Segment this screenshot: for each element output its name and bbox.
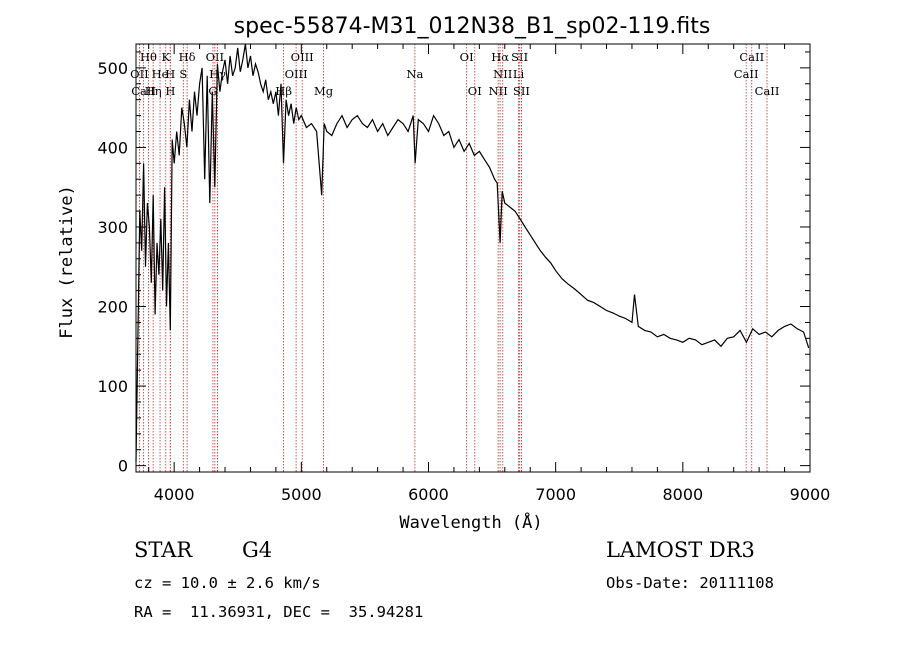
x-tick-label-5: 9000 <box>790 485 831 504</box>
line-marker-label-6: Hα <box>491 50 509 64</box>
line-marker-label-12: S <box>179 67 187 81</box>
line-marker-label-14: OIII <box>285 67 308 81</box>
x-tick-label-3: 7000 <box>535 485 576 504</box>
obs-date-text: Obs-Date: 20111108 <box>606 574 774 592</box>
line-marker-label-10: He <box>152 67 169 81</box>
y-tick-label-2: 200 <box>97 298 128 317</box>
line-marker-label-3: OII <box>206 50 225 64</box>
x-tick-label-0: 4000 <box>154 485 195 504</box>
y-tick-label-3: 300 <box>97 218 128 237</box>
y-tick-label-4: 400 <box>97 138 128 157</box>
line-marker-label-17: Li <box>513 67 525 81</box>
line-marker-label-27: SII <box>513 84 530 98</box>
y-axis-label: Flux (relative) <box>57 185 77 339</box>
object-type: STAR <box>134 538 193 562</box>
line-marker-label-8: CaII <box>739 50 764 64</box>
line-marker-label-2: Hδ <box>179 50 196 64</box>
line-marker-label-15: Na <box>406 67 423 81</box>
chart-title: spec-55874-M31_012N38_B1_sp02-119.fits <box>234 14 711 39</box>
line-marker-label-1: K <box>161 50 170 64</box>
line-marker-label-24: Mg <box>314 84 334 98</box>
line-marker-label-4: OIII <box>291 50 314 64</box>
line-marker-label-21: H <box>165 84 175 98</box>
x-tick-label-4: 8000 <box>662 485 703 504</box>
line-marker-label-18: CaII <box>734 67 759 81</box>
y-tick-label-5: 500 <box>97 59 128 78</box>
survey-name: LAMOST DR3 <box>606 538 755 562</box>
axis-ticks: 4000 5000 6000 7000 8000 9000 0 100 200 300 400 500 <box>97 44 830 504</box>
spectrum-series-line <box>135 43 810 462</box>
coordinates-text: RA = 11.36931, DEC = 35.94281 <box>134 603 424 621</box>
line-marker-label-19: CaII <box>131 84 156 98</box>
line-marker-label-0: Hθ <box>140 50 157 64</box>
x-tick-label-2: 6000 <box>408 485 449 504</box>
line-marker-label-5: OI <box>460 50 474 64</box>
line-marker-label-7: SII <box>511 50 528 64</box>
x-axis-label: Wavelength (Å) <box>399 511 542 533</box>
object-subclass: G4 <box>242 538 273 562</box>
y-tick-label-1: 100 <box>97 377 128 396</box>
line-marker-label-25: OI <box>468 84 482 98</box>
line-marker-label-22: G <box>208 84 217 98</box>
x-tick-label-1: 5000 <box>281 485 322 504</box>
line-marker-label-9: OII <box>130 67 149 81</box>
line-marker-label-20: Hη <box>145 84 162 98</box>
line-marker-label-26: NII <box>489 84 508 98</box>
plot-frame <box>135 43 811 473</box>
y-tick-label-0: 0 <box>118 457 128 476</box>
line-marker-label-16: NII <box>493 67 512 81</box>
line-marker-label-23: Hβ <box>275 84 292 98</box>
redshift-text: cz = 10.0 ± 2.6 km/s <box>134 574 321 592</box>
line-marker-label-28: CaII <box>755 84 780 98</box>
